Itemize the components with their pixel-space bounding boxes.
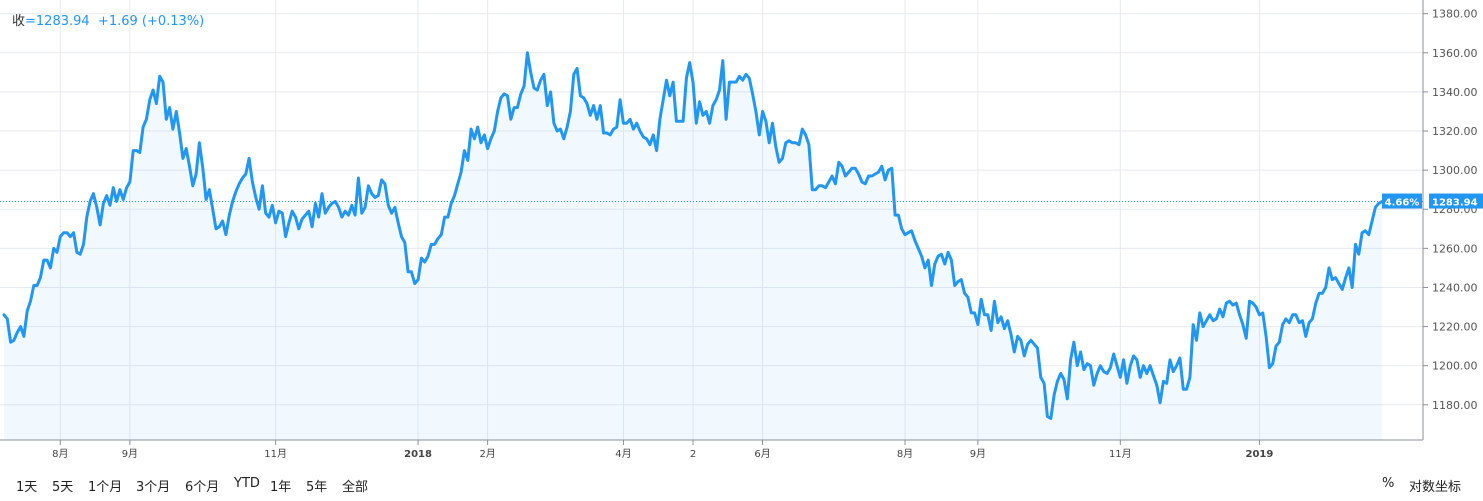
last-price-value-box xyxy=(1429,193,1483,209)
last-price-pct-box xyxy=(1382,193,1422,209)
last-price-value: 1283.94 xyxy=(1432,198,1478,209)
legend-change-pct: (+0.13%) xyxy=(141,14,205,29)
x-tick-label: 6月 xyxy=(754,448,770,460)
x-tick-label: 8月 xyxy=(52,448,68,460)
x-tick-label: 8月 xyxy=(897,448,913,460)
price-chart[interactable]: 1180.001200.001220.001240.001260.001280.… xyxy=(0,0,1483,468)
series-layer xyxy=(0,51,1423,441)
y-tick-label: 1200.00 xyxy=(1432,360,1478,373)
y-tick-label: 1340.00 xyxy=(1432,86,1478,99)
legend-prefix: 收 xyxy=(12,14,26,29)
x-tick-label: 4月 xyxy=(615,448,631,460)
x-tick-label: 2019 xyxy=(1246,449,1274,460)
x-tick-label: 9月 xyxy=(970,448,986,460)
range-5d-button[interactable]: 5天 xyxy=(52,480,74,495)
axes: 1180.001200.001220.001240.001260.001280.… xyxy=(0,0,1478,460)
legend-change: +1.69 xyxy=(97,14,138,29)
y-tick-label: 1220.00 xyxy=(1432,321,1478,334)
chart-area[interactable]: 1180.00 1200.00 1220.00 1240.00 1260.00 1280.… xyxy=(0,0,1483,468)
series-area xyxy=(4,52,1382,441)
y-tick-label: 1180.00 xyxy=(1432,399,1478,412)
range-toolbar: 1天 5天 1个月 3个月 6个月 YTD 1年 5年 全部 % 对数坐标 xyxy=(0,468,1483,501)
x-tick-label: 2018 xyxy=(404,449,432,460)
range-1d-button[interactable]: 1天 xyxy=(16,480,38,495)
range-6m-button[interactable]: 6个月 xyxy=(185,480,220,495)
y-tick-label: 1260.00 xyxy=(1432,242,1478,255)
last-price-tag: 4.66% 1283.94 xyxy=(1382,193,1483,209)
y-tick-label: 1380.00 xyxy=(1432,8,1478,21)
x-tick-label: 2月 xyxy=(479,448,495,460)
y-tick-label: 1300.00 xyxy=(1432,164,1478,177)
y-tick-label: 1320.00 xyxy=(1432,125,1478,138)
legend-close: =1283.94 xyxy=(25,14,90,29)
series-line xyxy=(2,51,1384,420)
percent-scale-toggle[interactable]: % xyxy=(1382,476,1395,491)
x-tick-label: 11月 xyxy=(1109,448,1132,460)
range-all-button[interactable]: 全部 xyxy=(342,480,369,495)
log-scale-toggle[interactable]: 对数坐标 xyxy=(1409,480,1462,495)
legend: 收=1283.94 +1.69 (+0.13%) xyxy=(12,10,204,29)
range-1y-button[interactable]: 1年 xyxy=(270,480,292,495)
last-price-pct: 4.66% xyxy=(1385,198,1420,209)
range-3m-button[interactable]: 3个月 xyxy=(136,480,171,495)
range-5y-button[interactable]: 5年 xyxy=(306,480,328,495)
x-tick-label: 2 xyxy=(690,449,696,460)
x-tick-label: 11月 xyxy=(264,448,287,460)
x-tick-label: 9月 xyxy=(122,448,138,460)
y-tick-label: 1240.00 xyxy=(1432,281,1478,294)
range-ytd-button[interactable]: YTD xyxy=(234,476,260,491)
y-tick-label: 1360.00 xyxy=(1432,47,1478,60)
range-1m-button[interactable]: 1个月 xyxy=(88,480,123,495)
